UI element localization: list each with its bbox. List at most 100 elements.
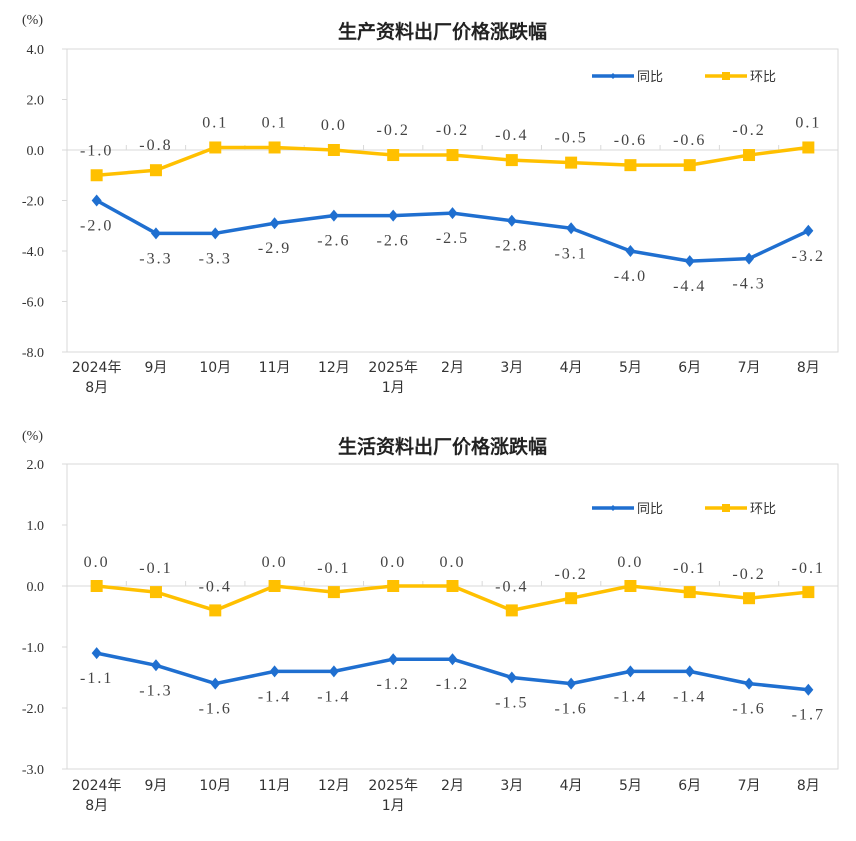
x-tick-label: 7月 <box>738 360 761 376</box>
y-axis-unit: (%) <box>22 13 43 28</box>
data-point <box>684 665 695 678</box>
data-point <box>743 592 756 605</box>
data-point <box>505 154 518 167</box>
data-label: -4.4 <box>673 278 706 295</box>
data-point <box>625 245 636 257</box>
data-point <box>446 149 459 162</box>
x-tick-label: 6月 <box>678 360 701 376</box>
data-label: -0.1 <box>673 560 706 577</box>
data-label: -1.3 <box>139 682 172 699</box>
legend: 同比 环比 <box>592 70 776 85</box>
chart-title: 生活资料出厂价格涨跌幅 <box>338 435 547 458</box>
x-tick-label: 5月 <box>619 360 642 376</box>
data-point <box>149 586 162 599</box>
y-tick-label: -2.0 <box>22 195 44 210</box>
data-label: -1.1 <box>80 670 113 687</box>
y-tick-label: -6.0 <box>22 296 44 311</box>
x-tick-label: 10月 <box>199 360 231 376</box>
data-point <box>150 659 161 672</box>
data-label: -0.8 <box>139 137 172 154</box>
data-point <box>90 580 103 592</box>
data-point <box>210 677 221 690</box>
data-label: -0.4 <box>495 127 528 144</box>
data-label: -1.0 <box>80 142 113 159</box>
series-mom: 0.0 -0.1 -0.4 0.0 -0.1 0.0 0.0 -0.4 -0.2 0.0 -0.1 -… <box>84 554 825 617</box>
data-point <box>744 252 755 265</box>
data-point <box>387 580 400 592</box>
data-point <box>624 580 637 592</box>
y-tick-label: 2.0 <box>27 458 45 473</box>
data-label: -2.6 <box>317 233 350 250</box>
x-tick-label: 8月 <box>85 380 108 396</box>
data-label: 0.0 <box>380 554 406 571</box>
data-label: -4.0 <box>614 268 647 285</box>
chart-2: 生活资料出厂价格涨跌幅 (%) 2.0 1.0 0.0 -1.0 -2.0 -3.0 2024年… <box>22 429 839 814</box>
data-point <box>388 209 399 222</box>
data-label: -0.6 <box>614 132 647 149</box>
data-label: -3.1 <box>554 245 587 262</box>
data-point <box>209 604 222 617</box>
data-label: -0.1 <box>317 560 350 577</box>
x-tick-label: 2024年 <box>72 778 122 794</box>
y-tick-label: 4.0 <box>27 43 45 58</box>
data-point <box>91 194 102 207</box>
data-point <box>150 227 161 240</box>
data-label: 0.0 <box>321 117 347 134</box>
legend: 同比 环比 <box>592 502 776 517</box>
data-label: -2.6 <box>377 233 410 250</box>
x-tick-label: 9月 <box>145 778 168 794</box>
y-tick-label: -4.0 <box>22 245 44 260</box>
legend-label: 同比 <box>637 502 663 517</box>
data-label: -2.8 <box>495 238 528 255</box>
data-point <box>328 665 339 678</box>
x-tick-label: 9月 <box>145 360 168 376</box>
data-label: -0.1 <box>792 560 825 577</box>
x-tick-label: 3月 <box>500 360 523 376</box>
x-tick-label: 3月 <box>500 778 523 794</box>
data-label: -0.4 <box>199 578 232 595</box>
data-point <box>802 586 815 599</box>
y-tick-label: -3.0 <box>22 763 44 778</box>
x-tick-label: 7月 <box>738 778 761 794</box>
x-tick-label: 1月 <box>382 380 405 396</box>
data-label: 0.0 <box>84 554 110 571</box>
data-point <box>388 653 399 666</box>
x-tick-label: 8月 <box>797 360 820 376</box>
data-label: -1.5 <box>495 695 528 712</box>
x-tick-label: 2月 <box>441 360 464 376</box>
x-tick-label: 12月 <box>318 778 350 794</box>
y-tick-label: 1.0 <box>27 519 45 534</box>
x-tick-label: 8月 <box>85 798 108 814</box>
data-label: -2.9 <box>258 240 291 257</box>
data-point <box>624 159 637 172</box>
data-point <box>743 149 756 162</box>
data-label: -0.2 <box>377 122 410 139</box>
data-label: -1.2 <box>377 676 410 693</box>
data-point <box>744 677 755 690</box>
data-point <box>566 677 577 690</box>
data-point <box>210 227 221 240</box>
series-yoy: -1.1 -1.3 -1.6 -1.4 -1.4 -1.2 -1.2 -1.5 -1.6 -1.4… <box>80 647 823 724</box>
plot-area <box>66 463 839 770</box>
data-point <box>269 665 280 678</box>
legend-label: 环比 <box>750 70 776 85</box>
data-point <box>387 149 400 162</box>
legend-marker <box>722 504 730 512</box>
data-point <box>565 592 578 605</box>
x-tick-label: 2024年 <box>72 360 122 376</box>
data-point <box>209 141 222 154</box>
data-label: -1.6 <box>554 701 587 718</box>
data-point <box>447 653 458 666</box>
x-tick-label: 6月 <box>678 778 701 794</box>
chart-title: 生产资料出厂价格涨跌幅 <box>338 20 547 43</box>
data-point <box>328 209 339 222</box>
data-label: -0.2 <box>732 566 765 583</box>
data-label: -0.4 <box>495 578 528 595</box>
x-tick-label: 10月 <box>199 778 231 794</box>
data-label: -1.4 <box>614 688 647 705</box>
data-label: -2.0 <box>80 218 113 235</box>
data-label: -0.2 <box>732 122 765 139</box>
x-tick-label: 8月 <box>797 778 820 794</box>
